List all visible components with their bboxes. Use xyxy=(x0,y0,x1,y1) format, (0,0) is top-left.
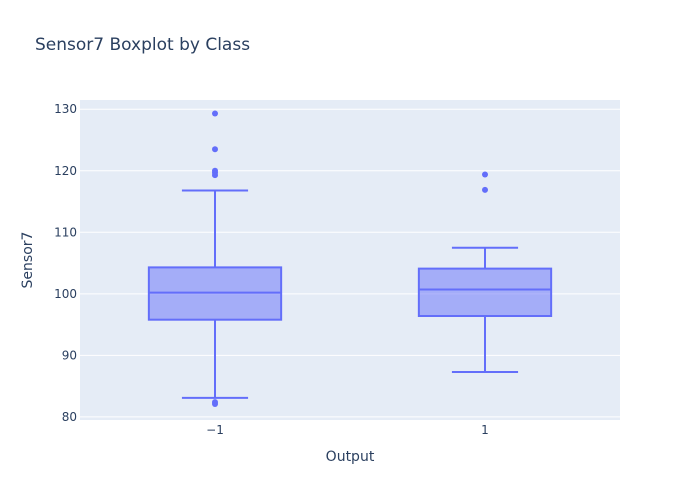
plot-area xyxy=(80,100,620,420)
box-series xyxy=(147,110,553,407)
outlier-point xyxy=(212,172,218,179)
outlier-point xyxy=(482,171,488,178)
y-tick-label: 100 xyxy=(54,287,77,301)
outlier-point xyxy=(212,146,218,153)
y-axis-title: Sensor7 xyxy=(20,232,36,289)
y-tick-label: 110 xyxy=(54,225,77,239)
x-tick-label: 1 xyxy=(481,423,489,437)
box-1 xyxy=(147,110,283,407)
outlier-point xyxy=(212,401,218,407)
outlier-point xyxy=(482,186,488,193)
y-tick-label: 80 xyxy=(62,410,77,424)
outlier-point xyxy=(212,110,218,117)
chart-title: Sensor7 Boxplot by Class xyxy=(35,35,250,55)
x-tick-label: −1 xyxy=(206,423,224,437)
y-tick-label: 120 xyxy=(54,164,77,178)
x-tick-labels: −1 1 xyxy=(206,423,489,437)
x-axis-title: Output xyxy=(326,449,375,465)
box-2 xyxy=(417,171,553,373)
y-tick-label: 130 xyxy=(54,102,77,116)
y-tick-label: 90 xyxy=(62,348,77,362)
iqr-box xyxy=(417,267,553,318)
y-tick-labels: 80 90 100 110 120 130 xyxy=(54,102,77,424)
